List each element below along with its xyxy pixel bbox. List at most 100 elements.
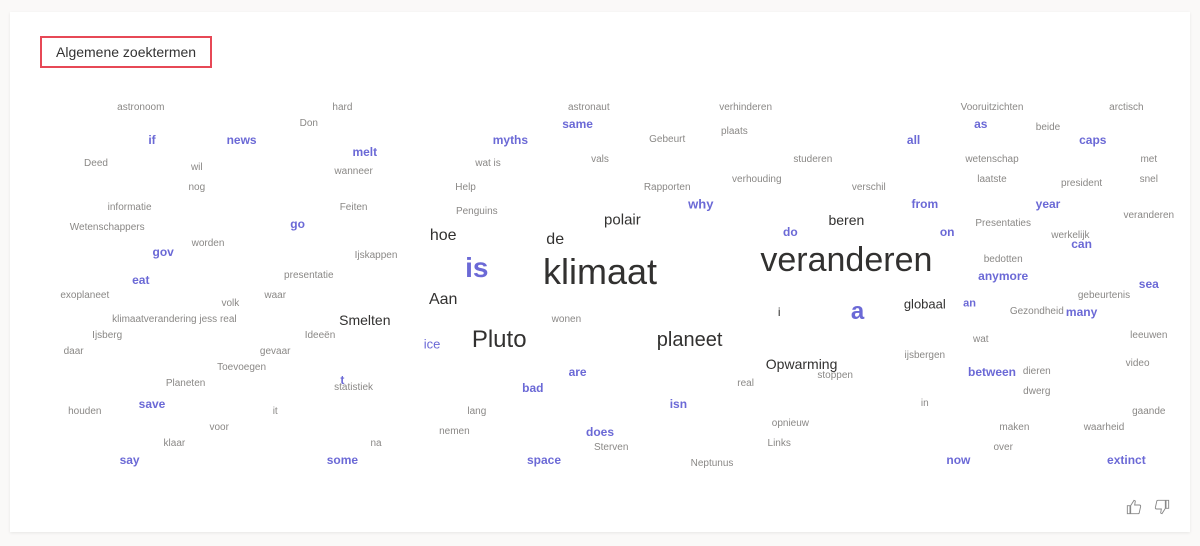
word-101: stoppen bbox=[817, 371, 853, 381]
word-49: astronoom bbox=[117, 103, 164, 113]
word-74: snel bbox=[1140, 175, 1158, 185]
word-57: plaats bbox=[721, 127, 748, 137]
word-3: a bbox=[851, 300, 864, 324]
word-81: werkelijk bbox=[1051, 231, 1089, 241]
word-42: some bbox=[327, 454, 358, 466]
word-121: Links bbox=[768, 439, 791, 449]
word-41: say bbox=[120, 454, 140, 466]
word-21: as bbox=[974, 118, 987, 130]
word-66: met bbox=[1140, 155, 1157, 165]
word-54: arctisch bbox=[1109, 103, 1143, 113]
word-114: nemen bbox=[439, 427, 470, 437]
word-7: polair bbox=[604, 213, 641, 228]
word-84: bedotten bbox=[984, 255, 1023, 265]
word-37: go bbox=[290, 218, 305, 230]
word-46: isn bbox=[670, 398, 687, 410]
word-34: melt bbox=[352, 146, 377, 158]
word-80: Wetenschappers bbox=[70, 223, 145, 233]
word-16: why bbox=[688, 198, 713, 211]
word-56: Gebeurt bbox=[649, 135, 685, 145]
word-50: hard bbox=[332, 103, 352, 113]
word-47: does bbox=[586, 426, 614, 438]
word-62: wat is bbox=[475, 159, 501, 169]
word-65: wetenschap bbox=[965, 155, 1018, 165]
word-119: na bbox=[370, 439, 381, 449]
word-40: save bbox=[139, 398, 166, 410]
word-93: Ijsberg bbox=[92, 331, 122, 341]
word-8: hoe bbox=[430, 228, 457, 244]
word-53: Vooruitzichten bbox=[961, 103, 1024, 113]
word-106: real bbox=[737, 379, 754, 389]
word-120: Sterven bbox=[594, 443, 628, 453]
word-89: gebeurtenis bbox=[1078, 291, 1130, 301]
word-90: Gezondheid bbox=[1010, 307, 1064, 317]
word-4: Pluto bbox=[472, 328, 527, 352]
word-76: Feiten bbox=[340, 203, 368, 213]
word-117: waarheid bbox=[1084, 423, 1125, 433]
word-39: eat bbox=[132, 274, 149, 286]
word-92: wonen bbox=[552, 315, 581, 325]
word-13: Opwarming bbox=[766, 357, 838, 371]
word-99: ijsbergen bbox=[905, 351, 946, 361]
word-111: in bbox=[921, 399, 929, 409]
word-33: news bbox=[227, 134, 257, 146]
word-79: veranderen bbox=[1124, 211, 1175, 221]
word-91: klimaatverandering jess real bbox=[112, 315, 237, 325]
word-103: video bbox=[1126, 359, 1150, 369]
word-104: Planeten bbox=[166, 379, 205, 389]
word-118: klaar bbox=[164, 439, 186, 449]
word-95: wat bbox=[973, 335, 989, 345]
word-73: president bbox=[1061, 179, 1102, 189]
word-48: space bbox=[527, 454, 561, 466]
word-9: Aan bbox=[429, 292, 457, 308]
panel-title: Algemene zoektermen bbox=[40, 36, 212, 68]
word-98: gevaar bbox=[260, 347, 291, 357]
word-15: i bbox=[778, 306, 781, 318]
word-24: anymore bbox=[978, 270, 1028, 282]
word-59: Deed bbox=[84, 159, 108, 169]
thumb-up-icon[interactable] bbox=[1124, 497, 1144, 522]
word-64: studeren bbox=[793, 155, 832, 165]
word-69: Rapporten bbox=[644, 183, 691, 193]
word-45: bad bbox=[522, 382, 543, 394]
wordcloud-panel: Algemene zoektermen klimaat veranderen i sa… bbox=[10, 12, 1190, 532]
word-94: Ideeën bbox=[305, 331, 336, 341]
word-96: leeuwen bbox=[1130, 331, 1167, 341]
thumb-down-icon[interactable] bbox=[1152, 497, 1172, 522]
word-25: an bbox=[963, 299, 976, 310]
word-35: myths bbox=[493, 134, 528, 146]
word-110: lang bbox=[467, 407, 486, 417]
word-113: voor bbox=[209, 423, 228, 433]
word-14: ice bbox=[424, 338, 441, 351]
word-26: many bbox=[1066, 306, 1097, 318]
word-11: beren bbox=[828, 213, 864, 227]
word-108: houden bbox=[68, 407, 101, 417]
word-1: veranderen bbox=[760, 243, 932, 277]
word-100: Toevoegen bbox=[217, 363, 266, 373]
word-102: dieren bbox=[1023, 367, 1051, 377]
word-88: waar bbox=[264, 291, 286, 301]
word-68: Help bbox=[455, 183, 476, 193]
word-10: Smelten bbox=[339, 313, 390, 327]
word-78: Presentaties bbox=[975, 219, 1031, 229]
word-107: dwerg bbox=[1023, 387, 1050, 397]
word-77: Penguins bbox=[456, 207, 498, 217]
word-44: are bbox=[569, 366, 587, 378]
word-38: gov bbox=[153, 246, 174, 258]
word-87: volk bbox=[221, 299, 239, 309]
word-18: from bbox=[911, 198, 938, 210]
word-60: wil bbox=[191, 163, 203, 173]
word-67: nog bbox=[188, 183, 205, 193]
word-71: verschil bbox=[852, 183, 886, 193]
word-0: klimaat bbox=[543, 254, 657, 290]
word-112: gaande bbox=[1132, 407, 1165, 417]
word-83: Ijskappen bbox=[355, 251, 398, 261]
word-51: astronaut bbox=[568, 103, 610, 113]
wordcloud-area: klimaatveranderenisaPlutoplaneetdepolair… bbox=[40, 92, 1160, 492]
word-55: Don bbox=[300, 119, 318, 129]
word-109: it bbox=[273, 407, 278, 417]
word-19: on bbox=[940, 226, 955, 238]
word-32: if bbox=[148, 134, 155, 146]
word-17: do bbox=[783, 226, 798, 238]
word-75: informatie bbox=[108, 203, 152, 213]
